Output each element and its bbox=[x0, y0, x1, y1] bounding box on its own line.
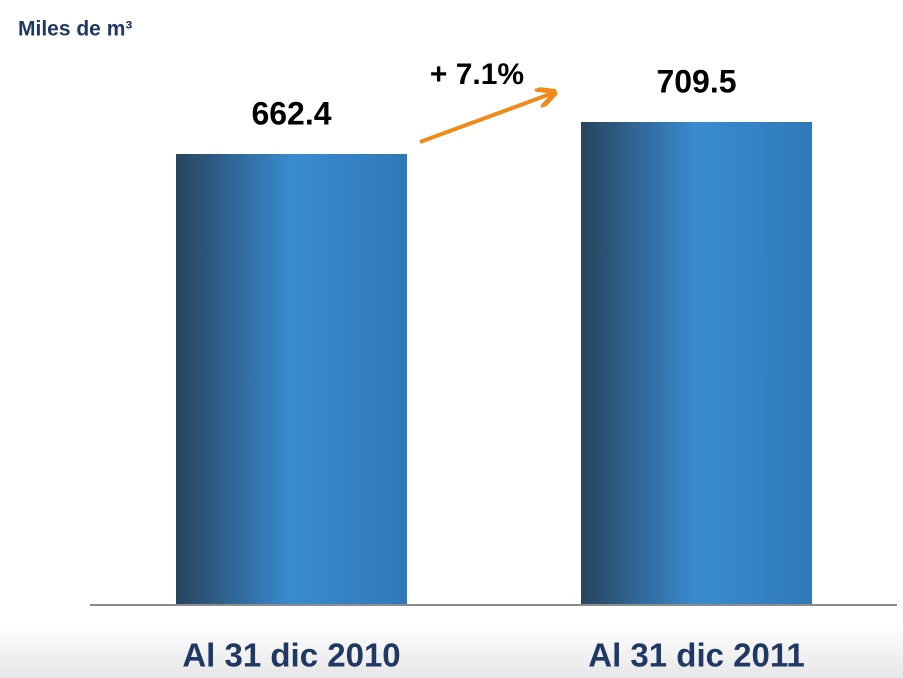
x-tick-label: Al 31 dic 2011 bbox=[588, 637, 804, 674]
value-label: 709.5 bbox=[656, 63, 736, 99]
bar bbox=[176, 153, 407, 604]
footer-band bbox=[0, 625, 903, 678]
bar bbox=[581, 122, 812, 604]
growth-arrow bbox=[419, 93, 553, 144]
value-label: 662.4 bbox=[251, 95, 331, 131]
annotation: + 7.1% bbox=[430, 58, 524, 91]
chart-title: Miles de m³ bbox=[18, 18, 132, 41]
x-tick-label: Al 31 dic 2010 bbox=[182, 637, 400, 674]
